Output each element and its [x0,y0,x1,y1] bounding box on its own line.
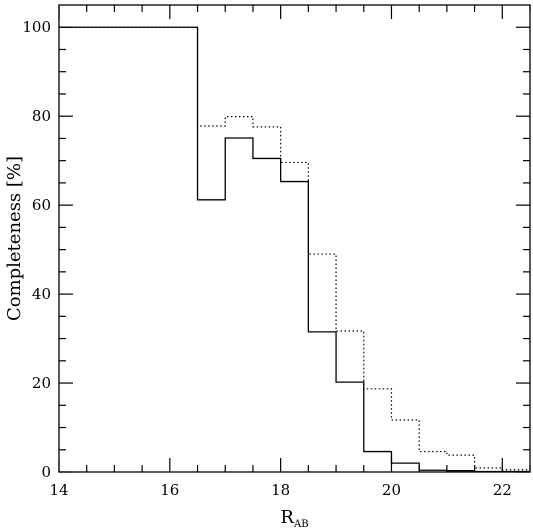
series-dotted-line [59,26,530,471]
x-axis-title: RAB [280,507,308,529]
y-tick-label: 0 [41,463,51,481]
y-tick-label: 20 [32,374,51,392]
y-tick-label: 40 [32,285,51,303]
series-solid-line [59,26,530,473]
y-tick-label: 80 [32,107,51,125]
x-axis-title-main: R [280,507,294,528]
y-axis-title: Completeness [%] [4,156,25,321]
tick-labels: 14 16 18 20 22 0 20 40 60 80 100 [22,18,511,499]
x-tick-label: 14 [49,481,68,499]
axis-ticks [58,5,531,473]
x-tick-label: 20 [382,481,401,499]
x-tick-label: 16 [160,481,179,499]
y-tick-label: 60 [32,196,51,214]
x-tick-label: 22 [493,481,512,499]
series-layer [59,26,530,473]
x-axis-title-subscript: AB [293,519,309,529]
x-tick-label: 18 [271,481,290,499]
y-tick-label: 100 [22,18,51,36]
plot-frame [58,4,531,473]
